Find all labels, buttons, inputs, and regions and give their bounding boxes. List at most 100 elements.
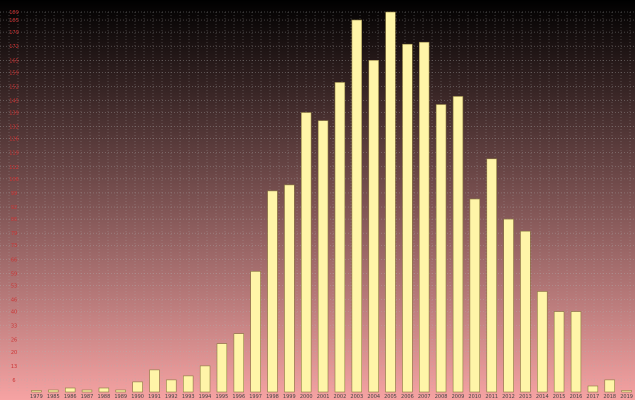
x-tick-label: 1979 [30, 394, 43, 400]
y-tick-label: 112 [9, 165, 19, 171]
x-tick-label: 2005 [384, 394, 397, 400]
bars [31, 11, 632, 393]
y-tick-label: 20 [11, 350, 17, 356]
bar-2003 [351, 19, 362, 393]
x-tick-label: 1987 [81, 394, 94, 400]
bar-2018 [604, 379, 615, 393]
x-tick-label: 2017 [586, 394, 599, 400]
x-tick-label: 1993 [182, 394, 195, 400]
x-tick-label: 2007 [418, 394, 431, 400]
x-tick-label: 2012 [502, 394, 515, 400]
x-tick-label: 2016 [570, 394, 583, 400]
x-tick-label: 2000 [300, 394, 313, 400]
x-tick-label: 2019 [620, 394, 633, 400]
x-tick-label: 1988 [98, 394, 111, 400]
bar-2005 [385, 11, 396, 393]
bar-2004 [368, 59, 379, 393]
y-tick-label: 145 [9, 99, 19, 105]
x-tick-label: 1990 [131, 394, 144, 400]
y-tick-label: 152 [9, 84, 19, 90]
bar-2010 [469, 198, 480, 393]
y-tick-label: 13 [11, 364, 17, 370]
x-tick-label: 2013 [519, 394, 532, 400]
y-tick-label: 179 [9, 30, 19, 36]
x-tick-label: 1986 [64, 394, 77, 400]
x-tick-label: 2004 [367, 394, 380, 400]
y-tick-label: 33 [11, 324, 17, 330]
bar-2016 [570, 311, 582, 393]
x-tick-label: 2003 [350, 394, 363, 400]
y-tick-label: 6 [12, 378, 15, 384]
y-tick-label: 66 [11, 257, 17, 263]
bar-1997 [250, 271, 261, 393]
y-tick-label: 79 [11, 231, 17, 237]
y-tick-label: 73 [11, 243, 17, 249]
bar-2019 [621, 390, 632, 393]
bar-1994 [199, 365, 211, 393]
y-tick-label: 159 [9, 70, 19, 76]
bar-1990 [132, 381, 143, 393]
x-tick-label: 1994 [199, 394, 212, 400]
x-tick-label: 1998 [266, 394, 279, 400]
x-tick-label: 2010 [468, 394, 481, 400]
bar-1998 [267, 190, 278, 393]
x-tick-label: 1991 [148, 394, 161, 400]
bar-1991 [149, 369, 160, 393]
x-tick-label: 2002 [334, 394, 347, 400]
bar-1992 [166, 379, 177, 393]
bar-2000 [300, 112, 312, 393]
y-tick-label: 92 [11, 205, 17, 211]
x-tick-label: 1995 [216, 394, 229, 400]
x-tick-label: 2006 [401, 394, 414, 400]
x-tick-label: 2001 [317, 394, 330, 400]
x-tick-label: 2015 [553, 394, 566, 400]
bar-1996 [233, 333, 244, 393]
bar-1995 [216, 343, 228, 393]
bar-2001 [317, 120, 329, 393]
x-tick-label: 2011 [485, 394, 498, 400]
x-tick-label: 1999 [283, 394, 296, 400]
y-tick-label: 46 [11, 298, 17, 304]
y-tick-label: 165 [9, 58, 19, 64]
x-tick-label: 1985 [47, 394, 60, 400]
bar-2014 [537, 291, 548, 393]
y-tick-label: 126 [9, 137, 19, 143]
x-tick-label: 1989 [114, 394, 127, 400]
bar-2002 [334, 82, 346, 393]
y-tick-label: 189 [9, 10, 19, 16]
bar-1993 [183, 375, 194, 393]
x-tick-label: 1996 [232, 394, 245, 400]
y-tick-label: 53 [11, 283, 17, 289]
bar-2006 [402, 43, 413, 393]
bar-2007 [418, 41, 430, 393]
y-tick-label: 99 [11, 191, 17, 197]
y-tick-label: 59 [11, 271, 17, 277]
y-tick-label: 185 [9, 18, 19, 24]
y-tick-label: 106 [9, 177, 19, 183]
x-tick-label: 2009 [452, 394, 465, 400]
y-tick-label: 119 [9, 151, 19, 157]
x-tick-label: 1997 [249, 394, 262, 400]
bar-1986 [65, 387, 76, 393]
bar-2008 [435, 104, 447, 393]
y-tick-label: 139 [9, 111, 19, 117]
bar-1988 [98, 387, 110, 393]
bar-1989 [115, 389, 126, 393]
y-tick-label: 40 [11, 310, 17, 316]
bar-2015 [553, 311, 565, 393]
x-tick-label: 2008 [435, 394, 448, 400]
x-tick-label: 2018 [603, 394, 616, 400]
bar-1979 [31, 390, 42, 393]
y-tick-label: 26 [11, 338, 17, 344]
bar-2013 [520, 230, 531, 393]
bar-2009 [452, 96, 464, 393]
y-tick-label: 172 [9, 44, 19, 50]
bar-2017 [587, 385, 599, 393]
bar-2011 [486, 158, 497, 393]
bar-1987 [81, 389, 93, 393]
x-tick-label: 2014 [536, 394, 549, 400]
y-tick-label: 132 [9, 125, 19, 131]
x-tick-labels: 1979 1985 1986 1987 1988 1989 1990 1991 1992 1993… [30, 394, 633, 400]
